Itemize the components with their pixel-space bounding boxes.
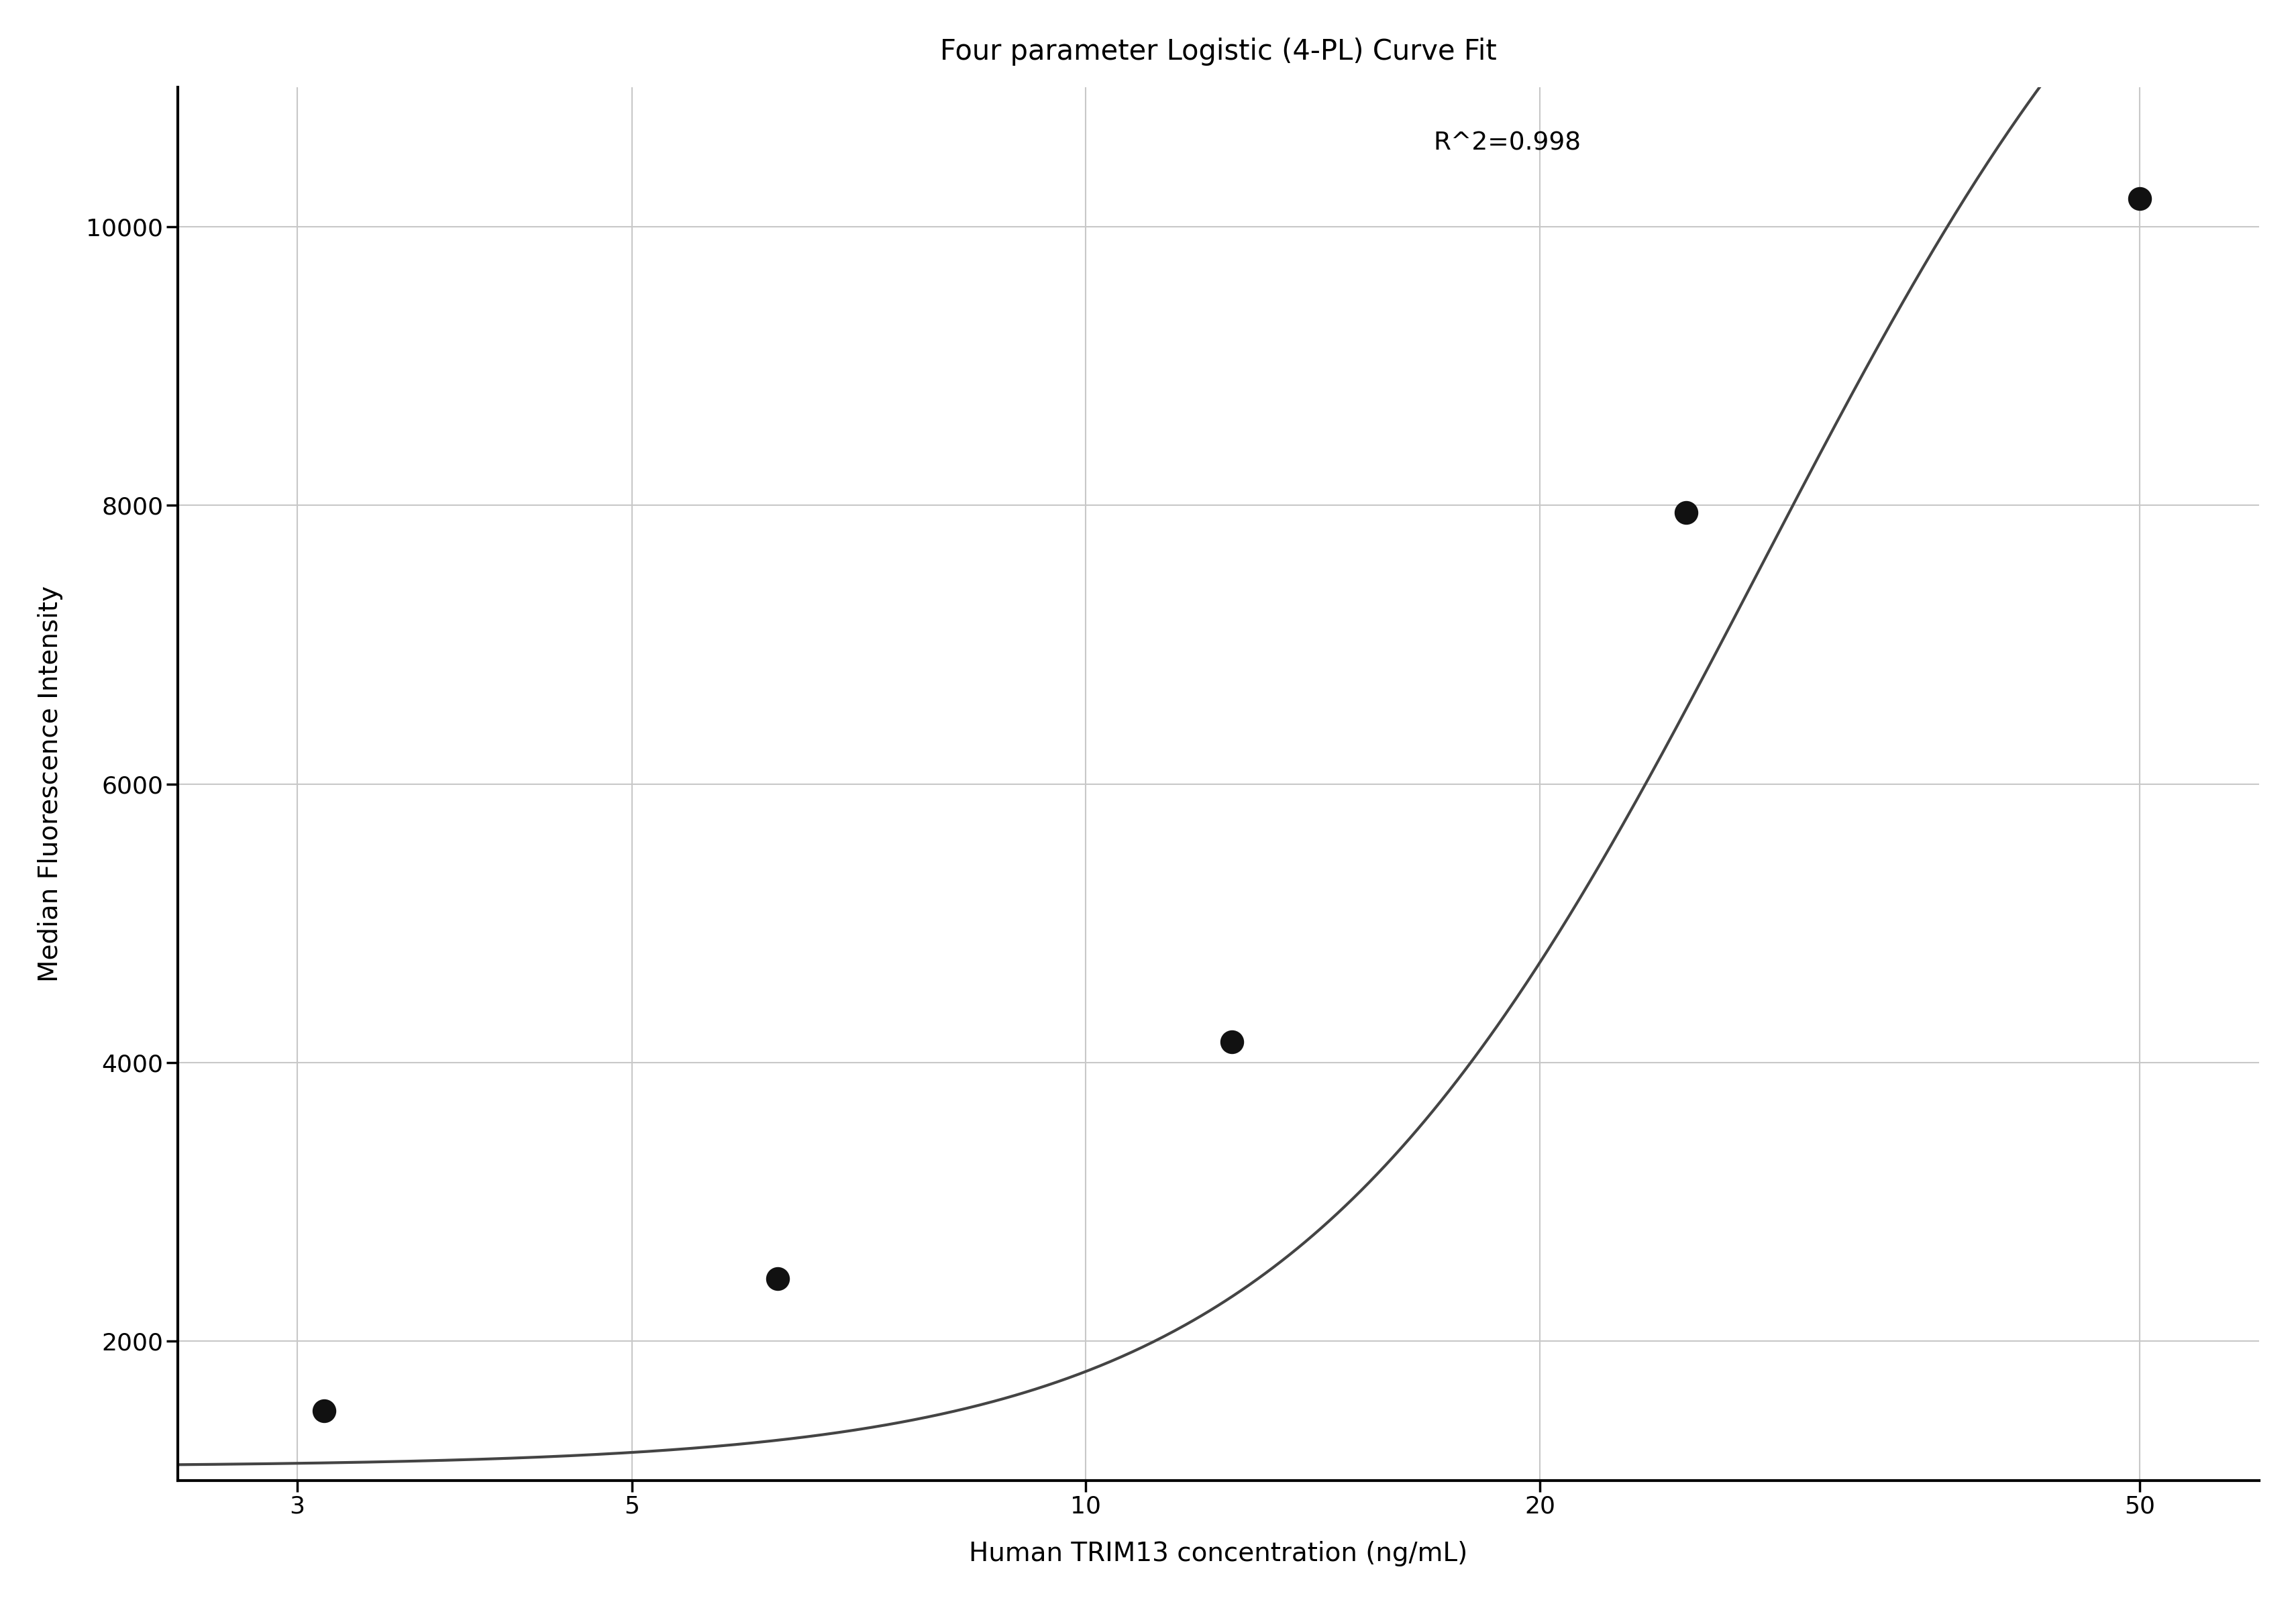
Point [305, 1399, 342, 1424]
Text: R^2=0.998: R^2=0.998 [1433, 132, 1580, 156]
Title: Four parameter Logistic (4-PL) Curve Fit: Four parameter Logistic (4-PL) Curve Fit [939, 37, 1497, 66]
X-axis label: Human TRIM13 concentration (ng/mL): Human TRIM13 concentration (ng/mL) [969, 1541, 1467, 1567]
Point [1212, 1028, 1249, 1054]
Y-axis label: Median Fluorescence Intensity: Median Fluorescence Intensity [37, 585, 62, 982]
Point [2122, 186, 2158, 212]
Point [760, 1266, 797, 1291]
Point [1667, 499, 1704, 525]
